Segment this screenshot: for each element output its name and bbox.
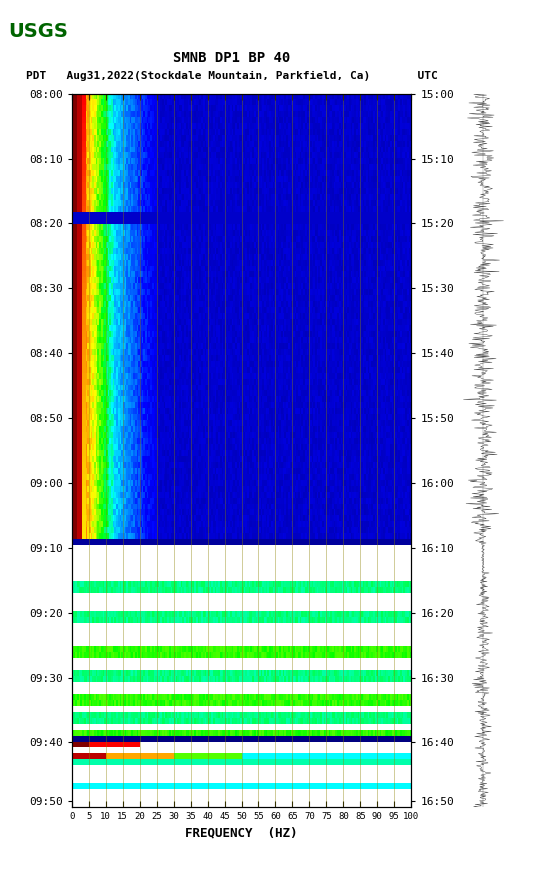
X-axis label: FREQUENCY  (HZ): FREQUENCY (HZ): [185, 827, 298, 839]
Text: USGS: USGS: [9, 21, 68, 41]
Text: PDT   Aug31,2022(Stockdale Mountain, Parkfield, Ca)       UTC: PDT Aug31,2022(Stockdale Mountain, Parkf…: [26, 70, 438, 81]
Text: SMNB DP1 BP 40: SMNB DP1 BP 40: [173, 51, 290, 65]
